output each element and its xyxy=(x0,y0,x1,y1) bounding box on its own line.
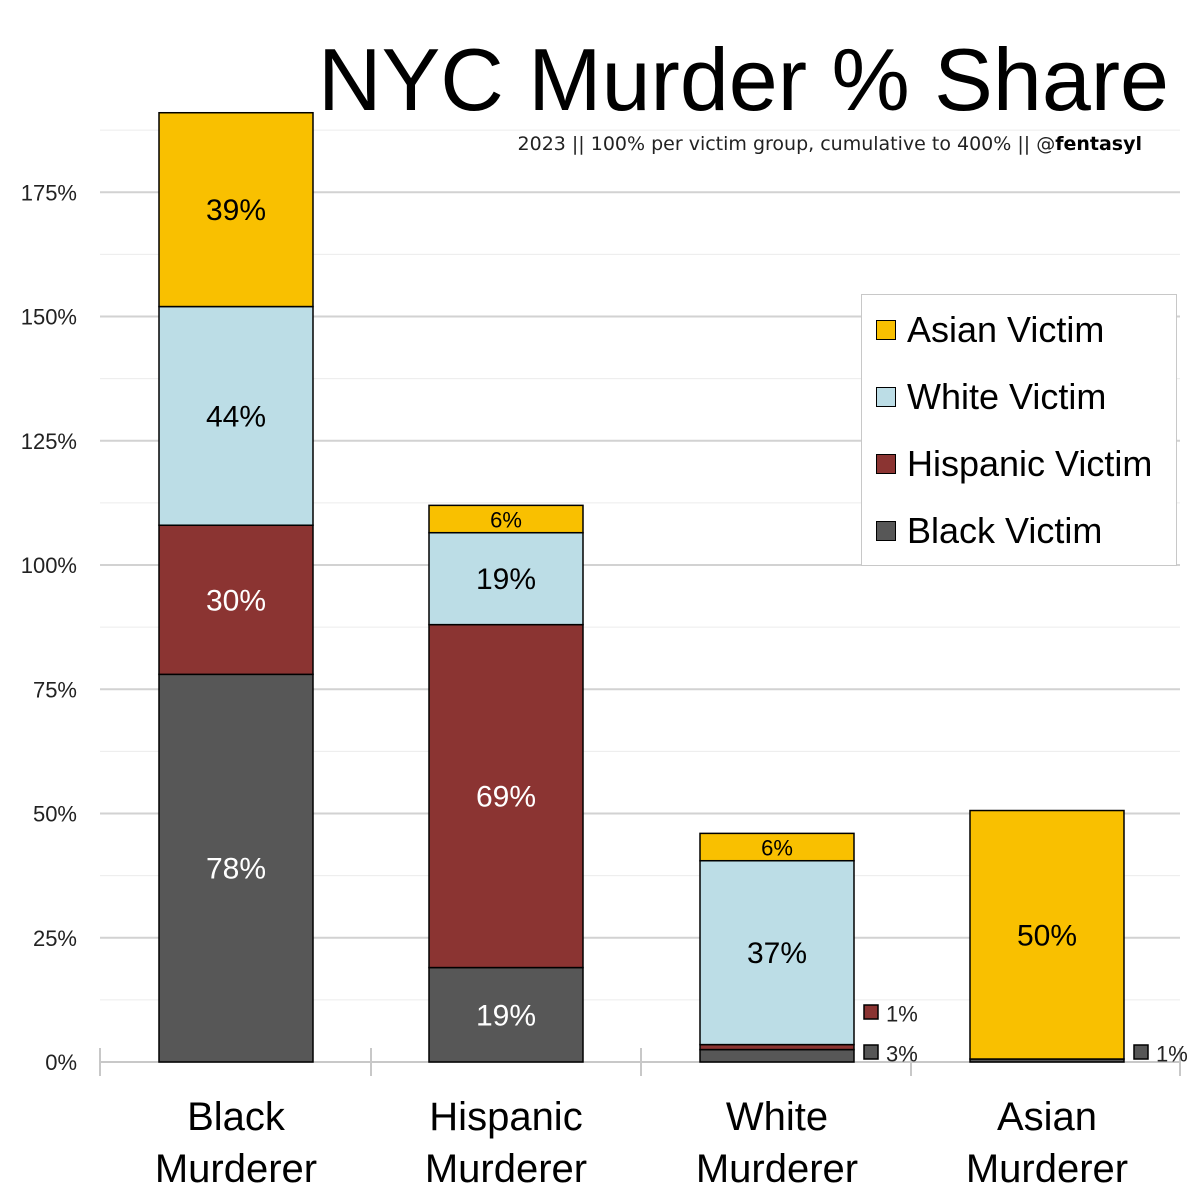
legend-item-black-victim: Black Victim xyxy=(876,506,1102,556)
bar-white-murderer-white-victim xyxy=(699,859,855,1046)
callout-swatch-asian-murderer-black-victim xyxy=(1133,1044,1149,1060)
x-category-label: Murderer xyxy=(966,1147,1128,1191)
subtitle-handle: fentasyl xyxy=(1055,133,1142,155)
data-label-black-murderer-hispanic-victim: 30% xyxy=(206,584,266,617)
legend-item-hispanic-victim: Hispanic Victim xyxy=(876,439,1152,489)
callout-swatch-white-murderer-hispanic-victim xyxy=(863,1004,879,1020)
legend-swatch-hispanic-victim xyxy=(876,454,896,474)
legend-swatch-white-victim xyxy=(876,387,896,407)
data-label-white-murderer-asian-victim: 6% xyxy=(761,836,793,861)
x-category-label: Murderer xyxy=(155,1147,317,1191)
chart-subtitle: 2023 || 100% per victim group, cumulativ… xyxy=(518,133,1142,155)
callout-label-white-murderer-hispanic-victim: 1% xyxy=(886,1002,918,1027)
legend-item-asian-victim: Asian Victim xyxy=(876,305,1104,355)
x-category-label: Black xyxy=(187,1095,286,1139)
x-category-label: Murderer xyxy=(696,1147,858,1191)
y-tick-label: 125% xyxy=(21,429,77,454)
legend-label: Hispanic Victim xyxy=(907,443,1153,484)
legend-label: Black Victim xyxy=(907,510,1103,551)
legend-label: Asian Victim xyxy=(907,309,1105,350)
bar-black-murderer-black-victim xyxy=(158,673,314,1063)
data-label-hispanic-murderer-white-victim: 19% xyxy=(476,563,536,596)
callout-label-white-murderer-black-victim: 3% xyxy=(886,1042,918,1067)
y-tick-label: 25% xyxy=(33,926,77,951)
callout-label-asian-murderer-black-victim: 1% xyxy=(1156,1042,1188,1067)
y-tick-label: 175% xyxy=(21,180,77,205)
y-tick-label: 0% xyxy=(45,1050,77,1075)
data-labels: 78% 30% 44% 39% 19% 69% 19% 6% 37% 6% 50% 1% 3% 1% xyxy=(206,194,1188,1066)
bar-hispanic-murderer-white-victim xyxy=(428,531,584,626)
callout-swatch-white-murderer-black-victim xyxy=(863,1044,879,1060)
subtitle-text: 2023 || 100% per victim group, cumulativ… xyxy=(517,133,1056,155)
bar-hispanic-murderer-asian-victim xyxy=(428,504,584,534)
bar-hispanic-murderer-black-victim xyxy=(428,966,584,1063)
x-category-label: Asian xyxy=(997,1095,1097,1139)
chart-title: NYC Murder % Share xyxy=(318,30,1169,129)
data-label-hispanic-murderer-hispanic-victim: 69% xyxy=(476,781,536,814)
legend-label: White Victim xyxy=(907,376,1107,417)
bar-black-murderer-white-victim xyxy=(158,305,314,526)
bar-hispanic-murderer-hispanic-victim xyxy=(428,623,584,969)
y-tick-label: 100% xyxy=(21,553,77,578)
y-tick-label: 75% xyxy=(33,677,77,702)
bar-white-murderer-asian-victim xyxy=(699,832,855,862)
x-axis-ticks xyxy=(99,1048,1181,1076)
data-label-black-murderer-white-victim: 44% xyxy=(206,400,266,433)
data-label-white-murderer-white-victim: 37% xyxy=(747,937,807,970)
bar-black-murderer-asian-victim xyxy=(158,111,314,308)
x-category-label: Murderer xyxy=(425,1147,587,1191)
legend-item-white-victim: White Victim xyxy=(876,372,1106,422)
bar-white-murderer-black-victim xyxy=(699,1048,855,1063)
x-category-label: Hispanic xyxy=(429,1095,582,1139)
bar-asian-murderer-asian-victim xyxy=(969,809,1125,1060)
data-label-black-murderer-asian-victim: 39% xyxy=(206,194,266,227)
data-label-asian-murderer-asian-victim: 50% xyxy=(1017,919,1077,952)
data-label-hispanic-murderer-asian-victim: 6% xyxy=(490,508,522,533)
y-axis-tick-labels: 0% 25% 50% 75% 100% 125% 150% 175% xyxy=(21,180,77,1075)
x-axis-category-labels: Black Murderer Hispanic Murderer White Murder… xyxy=(155,1095,1128,1191)
legend-swatch-asian-victim xyxy=(876,320,896,340)
y-tick-label: 50% xyxy=(33,802,77,827)
bar-black-murderer-hispanic-victim xyxy=(158,524,314,676)
data-label-hispanic-murderer-black-victim: 19% xyxy=(476,999,536,1032)
y-tick-label: 150% xyxy=(21,305,77,330)
bars xyxy=(158,111,1125,1063)
legend: Asian Victim White Victim Hispanic Victi… xyxy=(861,294,1177,566)
data-label-black-murderer-black-victim: 78% xyxy=(206,853,266,886)
legend-swatch-black-victim xyxy=(876,521,896,541)
x-category-label: White xyxy=(726,1095,828,1139)
